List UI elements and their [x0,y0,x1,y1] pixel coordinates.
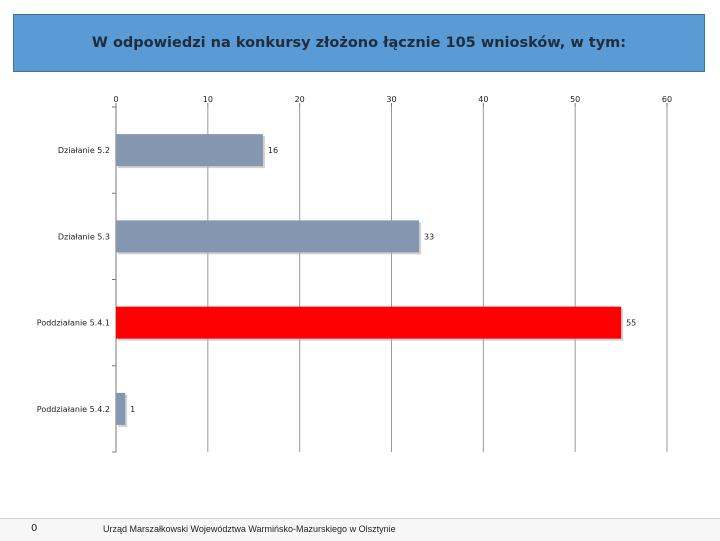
bar [116,134,263,167]
data-label: 16 [268,146,278,155]
x-tick-label: 10 [203,95,213,104]
bar-chart: 0 10 20 30 40 50 60 Działanie 5.2 16 Działanie 5.… [37,95,672,453]
data-label: 1 [130,405,135,414]
footer: 0 Urząd Marszałkowski Województwa Warmiń… [0,518,720,541]
category-label: Poddziałanie 5.4.1 [37,319,110,328]
data-label: 33 [424,232,434,241]
page-title: W odpowiedzi na konkursy złożono łącznie… [91,35,627,51]
title-banner: W odpowiedzi na konkursy złożono łącznie… [13,14,705,72]
category-label: Działanie 5.2 [58,146,110,155]
category-label: Działanie 5.3 [58,232,110,241]
x-tick-label: 20 [295,95,305,104]
footer-text: Urząd Marszałkowski Województwa Warmińsk… [103,524,396,534]
x-tick-label: 50 [570,95,580,104]
data-label: 55 [626,319,636,328]
bar [116,392,126,425]
page-number: 0 [31,523,38,534]
bar [116,220,420,253]
x-tick-label: 40 [478,95,488,104]
category-label: Poddziałanie 5.4.2 [37,405,110,414]
x-tick-label: 30 [386,95,396,104]
x-tick-label: 60 [662,95,672,104]
bar [116,306,622,339]
x-tick-label: 0 [113,95,118,104]
